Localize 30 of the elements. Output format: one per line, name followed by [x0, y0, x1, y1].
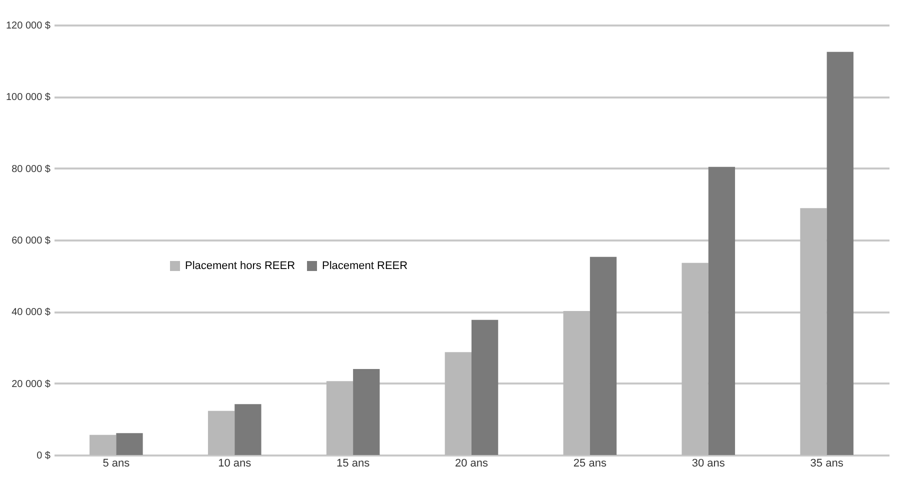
bar [326, 381, 354, 455]
legend-label: Placement REER [322, 260, 408, 272]
y-tick-label: 0 $ [36, 450, 51, 462]
x-tick-label: 35 ans [810, 458, 844, 470]
y-tick-label: 120 000 $ [6, 20, 51, 32]
bar [472, 320, 498, 455]
bar [234, 404, 262, 455]
bar [208, 410, 235, 455]
bar [116, 433, 143, 455]
y-tick-label: 100 000 $ [6, 92, 51, 104]
y-tick-label: 40 000 $ [12, 307, 51, 318]
y-tick-label: 20 000 $ [12, 378, 51, 390]
y-tick-label: 80 000 $ [12, 164, 51, 175]
bar [353, 369, 380, 455]
legend-label: Placement hors REER [185, 260, 296, 272]
bar [826, 52, 854, 455]
bar [708, 166, 736, 455]
x-tick-label: 20 ans [454, 458, 489, 470]
x-tick-label: 30 ans [692, 458, 726, 470]
bar [444, 352, 472, 455]
x-tick-label: 25 ans [573, 458, 607, 470]
bar [800, 208, 827, 455]
bar [682, 262, 708, 455]
y-tick-label: 60 000 $ [12, 236, 51, 246]
x-tick-label: 5 ans [102, 458, 130, 470]
bar [563, 310, 590, 455]
x-tick-label: 10 ans [218, 458, 252, 470]
x-tick-label: 15 ans [336, 458, 370, 470]
bar [590, 256, 617, 455]
bar [90, 434, 116, 455]
